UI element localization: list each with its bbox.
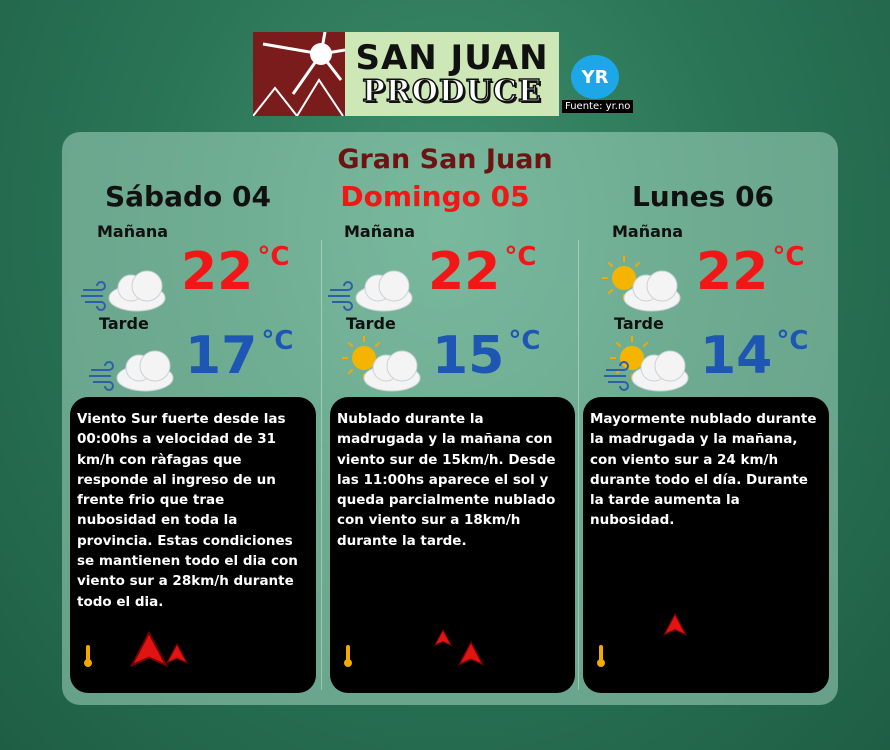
sun-cloud-icon (594, 256, 690, 320)
afternoon-label: Tarde (99, 314, 149, 333)
sun-mountain-icon (253, 32, 345, 116)
morning-temperature: 22 °C (696, 241, 805, 302)
wind-direction-arrow-icon (434, 629, 452, 647)
thermometer-icon (84, 645, 92, 667)
cloud-wind-icon (79, 256, 175, 320)
day-column: Sábado 04 (63, 180, 313, 213)
wind-direction-arrow-icon (458, 641, 484, 666)
afternoon-temperature: 17 °C (185, 325, 294, 386)
wind-direction-arrow-icon (663, 613, 687, 636)
morning-label: Mañana (344, 222, 416, 241)
description-text: Mayormente nublado durante la madrugada … (590, 411, 817, 529)
wind-direction-arrow-icon (130, 631, 168, 668)
thermometer-icon (344, 645, 352, 667)
afternoon-temperature: 15 °C (432, 325, 541, 386)
description-text: Viento Sur fuerte desde las 00:00hs a ve… (77, 411, 298, 610)
sun-cloud-wind-icon (602, 336, 698, 400)
afternoon-temperature: 14 °C (700, 325, 809, 386)
sun-cloud-icon (334, 336, 430, 400)
logo-line2: PRODUCE (361, 74, 542, 109)
cloud-wind-icon (326, 256, 422, 320)
afternoon-label: Tarde (614, 314, 664, 333)
san-juan-produce-logo: SAN JUAN PRODUCE (253, 32, 559, 116)
morning-label: Mañana (97, 222, 169, 241)
forecast-description: Nublado durante la madrugada y la mañana… (330, 397, 575, 693)
description-text: Nublado durante la madrugada y la mañana… (337, 411, 556, 549)
logo-line1: SAN JUAN (355, 38, 549, 78)
morning-temperature: 22 °C (181, 241, 290, 302)
column-divider (321, 240, 322, 690)
afternoon-label: Tarde (346, 314, 396, 333)
yr-logo: YR (571, 55, 619, 99)
source-label: Fuente: yr.no (562, 100, 634, 113)
thermometer-icon (597, 645, 605, 667)
day-name: Domingo 05 (340, 180, 530, 213)
wind-direction-arrow-icon (166, 643, 188, 664)
day-column: Domingo 05 (310, 180, 560, 213)
day-name: Lunes 06 (631, 180, 775, 213)
forecast-description: Mayormente nublado durante la madrugada … (583, 397, 829, 693)
day-name: Sábado 04 (105, 180, 271, 213)
region-title: Gran San Juan (337, 144, 553, 175)
forecast-description: Viento Sur fuerte desde las 00:00hs a ve… (70, 397, 316, 693)
day-column: Lunes 06 (578, 180, 828, 213)
morning-label: Mañana (612, 222, 684, 241)
morning-temperature: 22 °C (428, 241, 537, 302)
column-divider (578, 240, 579, 690)
cloud-wind-icon (87, 336, 183, 400)
